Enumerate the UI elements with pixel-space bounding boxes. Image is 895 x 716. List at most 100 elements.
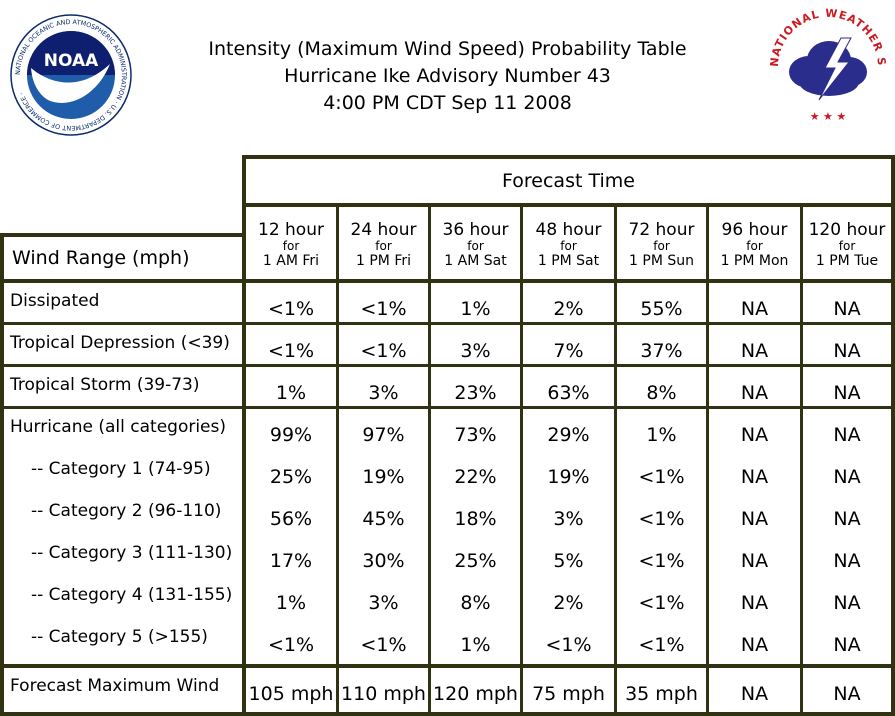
probability-value: NA — [740, 508, 769, 530]
probability-value: 75 mph — [532, 683, 605, 705]
probability-value: 1% — [460, 298, 491, 320]
probability-value: NA — [740, 592, 769, 614]
row-dissipated-cell — [709, 283, 800, 322]
probability-value: <1% — [638, 550, 685, 572]
probability-value: 19% — [547, 466, 590, 488]
probability-value: 63% — [547, 382, 590, 404]
probability-value: 73% — [454, 424, 497, 446]
probability-value: <1% — [267, 634, 315, 656]
column-header: 12 hour for 1 AM Fri — [246, 207, 336, 279]
probability-value: 19% — [362, 466, 405, 488]
probability-value: NA — [833, 382, 861, 404]
row-label: -- Category 2 (96-110) — [31, 501, 222, 521]
row-tropical-storm-cell — [709, 367, 800, 406]
probability-value: <1% — [638, 634, 685, 656]
probability-value: NA — [740, 466, 769, 488]
row-tropical-depression-cell — [803, 325, 891, 364]
probability-value: 37% — [640, 340, 683, 362]
probability-value: <1% — [360, 298, 407, 320]
row-hurricane-group-cell — [523, 409, 614, 664]
probability-value: 30% — [362, 550, 405, 572]
row-tropical-depression-cell — [431, 325, 520, 364]
probability-value: 3% — [460, 340, 491, 362]
column-header: 24 hour for 1 PM Fri — [339, 207, 428, 279]
probability-value: 25% — [269, 466, 313, 488]
row-label: Forecast Maximum Wind — [10, 676, 220, 696]
svg-text:NOAA: NOAA — [44, 51, 99, 71]
row-tropical-depression-cell — [246, 325, 336, 364]
row-dissipated-cell — [246, 283, 336, 322]
row-forecast-max-wind-cell — [803, 668, 891, 712]
probability-value: 2% — [553, 298, 584, 320]
probability-value: <1% — [638, 466, 685, 488]
row-hurricane-group-cell — [431, 409, 520, 664]
row-label: -- Category 1 (74-95) — [31, 459, 211, 479]
row-forecast-max-wind-cell — [246, 668, 336, 712]
row-forecast-max-wind-cell — [339, 668, 428, 712]
row-dissipated-cell — [431, 283, 520, 322]
probability-value: <1% — [267, 340, 315, 362]
probability-value: 3% — [368, 382, 399, 404]
probability-value: 1% — [275, 592, 307, 614]
row-tropical-storm-label-cell — [4, 367, 242, 406]
probability-value: 2% — [553, 592, 584, 614]
column-header: 48 hour for 1 PM Sat — [523, 207, 614, 279]
row-dissipated-cell — [617, 283, 706, 322]
wind-range-header: Wind Range (mph) — [4, 237, 242, 279]
probability-value: <1% — [638, 592, 685, 614]
probability-value: NA — [740, 424, 769, 446]
probability-value: 17% — [269, 550, 313, 572]
probability-value: NA — [833, 298, 861, 320]
row-dissipated-cell — [803, 283, 891, 322]
probability-value: <1% — [360, 340, 407, 362]
row-tropical-storm-cell — [246, 367, 336, 406]
row-dissipated-cell — [339, 283, 428, 322]
svg-text:★ ★ ★: ★ ★ ★ — [810, 110, 847, 123]
column-header: 96 hour for 1 PM Mon — [709, 207, 800, 279]
row-tropical-depression-cell — [523, 325, 614, 364]
probability-value: 22% — [454, 466, 497, 488]
row-tropical-depression-cell — [339, 325, 428, 364]
row-hurricane-group-cell — [709, 409, 800, 664]
probability-value: NA — [740, 683, 769, 705]
wind-range-label: Wind Range (mph) — [12, 247, 190, 269]
row-hurricane-group-cell — [246, 409, 336, 664]
nws-logo: NATIONAL WEATHER SERVICE ★ ★ ★ — [769, 8, 887, 123]
probability-value: NA — [833, 592, 861, 614]
probability-value: 56% — [269, 508, 313, 530]
probability-value: 97% — [362, 424, 405, 446]
page-title: Intensity (Maximum Wind Speed) Probabili… — [208, 38, 687, 60]
probability-value: <1% — [360, 634, 407, 656]
row-dissipated-label-cell — [4, 283, 242, 322]
probability-value: 3% — [553, 508, 584, 530]
probability-value: 29% — [547, 424, 590, 446]
row-forecast-max-wind-cell — [431, 668, 520, 712]
probability-value: NA — [833, 634, 861, 656]
column-header: 72 hour for 1 PM Sun — [617, 207, 706, 279]
row-forecast-max-wind-cell — [617, 668, 706, 712]
probability-value: 23% — [454, 382, 497, 404]
row-hurricane-group-cell — [617, 409, 706, 664]
row-hurricane-group-cell — [339, 409, 428, 664]
probability-value: <1% — [545, 634, 592, 656]
probability-value: NA — [740, 382, 769, 404]
row-forecast-max-wind-cell — [709, 668, 800, 712]
probability-value: 25% — [454, 550, 497, 572]
probability-value: NA — [740, 550, 769, 572]
forecast-time-label: Forecast Time — [502, 170, 635, 192]
page-subtitle: Hurricane Ike Advisory Number 43 — [284, 65, 611, 87]
row-label: Tropical Depression (<39) — [10, 333, 230, 353]
row-tropical-storm-cell — [523, 367, 614, 406]
probability-value: NA — [740, 340, 769, 362]
column-header: 36 hour for 1 AM Sat — [431, 207, 520, 279]
probability-value: NA — [833, 550, 861, 572]
probability-value: 5% — [553, 550, 584, 572]
probability-value: 110 mph — [341, 683, 426, 705]
row-label: Hurricane (all categories) — [10, 417, 227, 437]
forecast-time-header: Forecast Time — [246, 159, 891, 203]
row-forecast-max-wind-label-cell — [4, 668, 242, 712]
probability-value: 105 mph — [248, 683, 334, 705]
row-label: -- Category 5 (>155) — [31, 627, 208, 647]
row-dissipated-cell — [523, 283, 614, 322]
probability-value: 35 mph — [625, 683, 698, 705]
